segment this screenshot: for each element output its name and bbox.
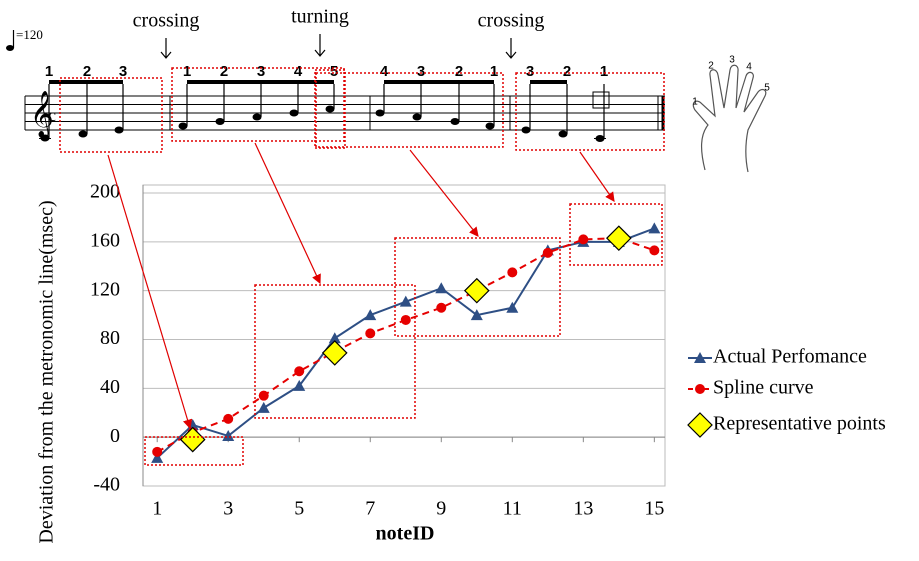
finger-number: 3 [729, 55, 735, 66]
note-head [412, 113, 422, 121]
point [294, 366, 305, 377]
finger-number: 4 [746, 62, 752, 73]
finger-number: 1 [692, 97, 698, 108]
point [179, 426, 206, 453]
note-head [485, 122, 495, 130]
point [506, 301, 519, 313]
fingering: 2 [83, 63, 91, 80]
series-line [156, 227, 655, 459]
point [222, 429, 235, 441]
point [257, 401, 270, 413]
y-tick-label: 40 [100, 376, 120, 398]
treble-clef: 𝄞 [30, 91, 54, 139]
note-head [114, 126, 124, 134]
point [542, 247, 553, 258]
legend-marker [695, 384, 705, 394]
note-head [215, 118, 225, 125]
point [328, 332, 341, 344]
point [152, 446, 163, 457]
point [400, 314, 411, 325]
point [436, 302, 447, 313]
point [293, 379, 306, 391]
fingering: 3 [417, 63, 425, 80]
x-tick-label: 9 [436, 498, 446, 520]
x-tick-label: 3 [223, 498, 233, 520]
point [507, 267, 518, 278]
fingering: 1 [45, 63, 53, 80]
fingering: 3 [119, 63, 127, 80]
fingering: 1 [490, 63, 498, 80]
y-tick-label: 0 [110, 425, 120, 447]
fingering: 4 [294, 63, 303, 80]
fingering: 2 [220, 63, 228, 80]
point [258, 390, 269, 401]
point [223, 413, 234, 424]
annotation: turning [291, 6, 349, 28]
x-tick-label: 5 [294, 498, 304, 520]
point [578, 234, 589, 245]
point [648, 222, 661, 234]
y-tick-label: 160 [90, 229, 120, 251]
notes: 1 2 3 1 2 3 4 5 4 3 2 1 3 2 1 [39, 63, 608, 142]
fingering: 2 [455, 63, 463, 80]
x-tick-label: 13 [573, 498, 593, 520]
time-signature: c [48, 105, 56, 125]
x-tick-label: 15 [644, 498, 664, 520]
y-tick-label: 200 [90, 181, 120, 203]
note-head [450, 118, 460, 125]
note-head [78, 130, 88, 138]
note-head [289, 109, 299, 117]
point [151, 451, 164, 463]
point [435, 282, 448, 294]
x-tick-label: 11 [503, 498, 522, 520]
fingering: 3 [526, 63, 534, 80]
legend-label: Actual Perfomance [713, 346, 867, 368]
annotation: crossing [133, 10, 200, 32]
point [321, 340, 348, 366]
legend-label: Representative points [713, 413, 886, 435]
plot-area [142, 184, 666, 487]
score: 𝄞 c =120 crossing turning crossing 1 2 3 1 2… [6, 6, 770, 173]
note-head [252, 113, 262, 121]
point [399, 295, 412, 307]
note-head [178, 122, 188, 130]
hand [692, 64, 767, 173]
finger-number: 5 [764, 83, 770, 94]
y-axis-title: Deviation from the metronomic line(msec) [36, 200, 58, 543]
fingering: 2 [563, 63, 571, 80]
y-tick-label: -40 [93, 474, 120, 496]
fingering: 1 [600, 63, 608, 80]
y-tick-label: 120 [90, 278, 120, 300]
legend-label: Spline curve [713, 377, 814, 399]
note-head [521, 126, 531, 134]
note-head [375, 109, 385, 117]
fingering: 1 [183, 63, 191, 80]
fingering: 3 [257, 63, 265, 80]
legend-marker [694, 352, 706, 363]
x-axis-title: noteID [376, 523, 435, 545]
x-tick-label: 7 [365, 498, 375, 520]
note-head [558, 130, 568, 138]
fingering: 4 [380, 63, 389, 80]
legend-marker [687, 412, 713, 438]
y-tick-label: 80 [100, 327, 120, 349]
point [470, 309, 483, 321]
x-tick-label: 1 [152, 498, 162, 520]
point [605, 225, 632, 252]
point [649, 245, 660, 256]
annotation: crossing [478, 10, 545, 32]
fingering: 5 [330, 63, 338, 80]
note-head [325, 105, 335, 113]
point [463, 277, 490, 304]
finger-number: 2 [708, 61, 714, 72]
point [365, 328, 376, 339]
tempo: =120 [16, 27, 43, 42]
point [364, 309, 377, 321]
